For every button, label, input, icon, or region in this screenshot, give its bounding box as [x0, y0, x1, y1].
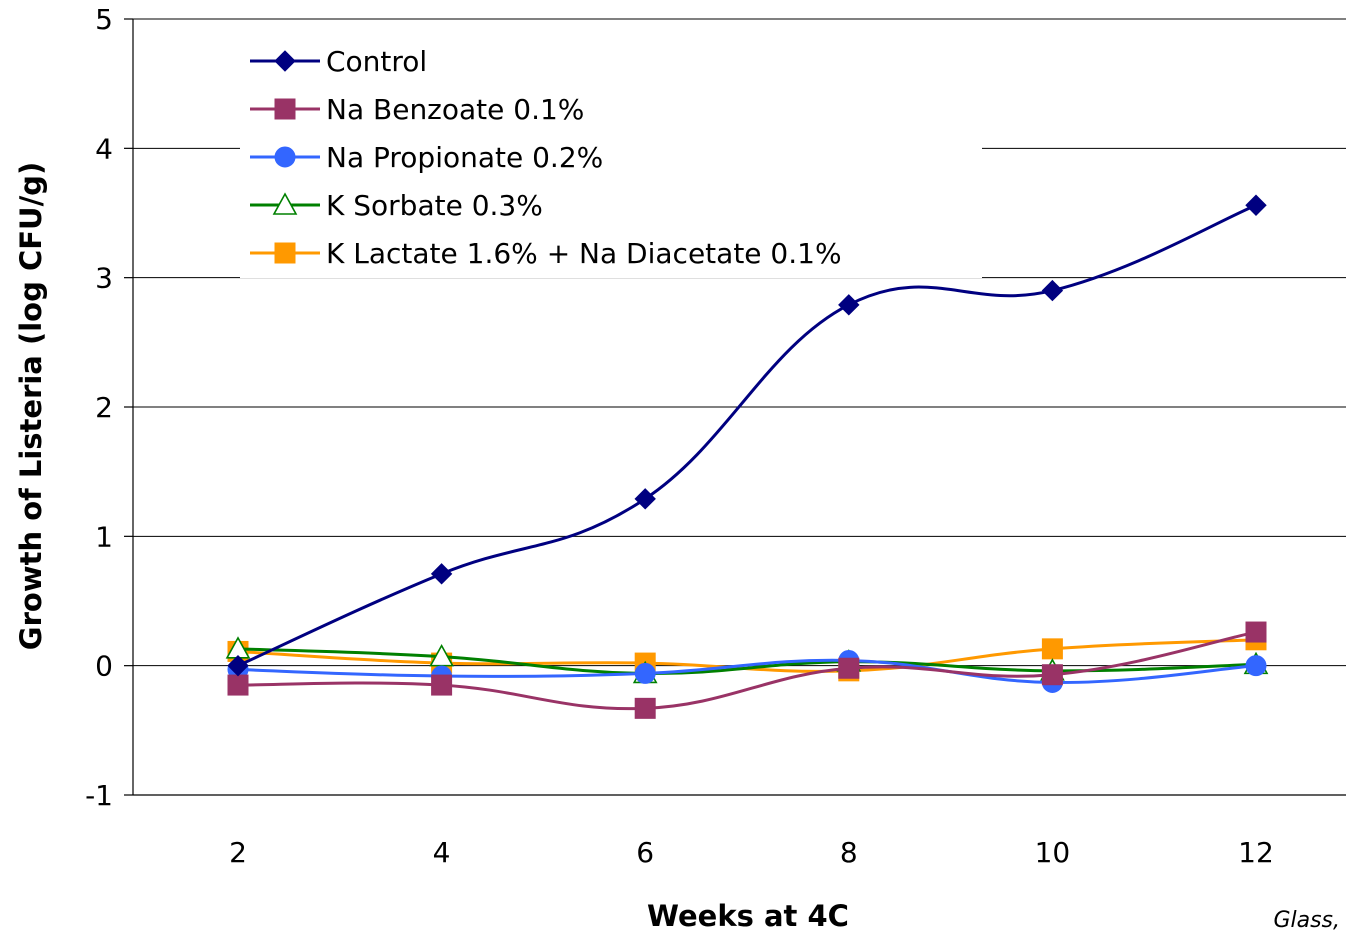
- data-point-control: [1041, 279, 1064, 302]
- data-point-control: [227, 654, 249, 677]
- legend-label: K Sorbate 0.3%: [326, 189, 543, 222]
- legend-marker: [274, 146, 296, 168]
- y-tick-labels: -1 0 1 2 3 4 5: [85, 3, 113, 812]
- y-axis-title: Growth of Listeria (log CFU/g): [14, 162, 48, 650]
- legend-label: K Lactate 1.6% + Na Diacetate 0.1%: [326, 237, 842, 270]
- legend: Control Na Benzoate 0.1% Na Propionate 0.2…: [240, 38, 982, 278]
- y-tick-label: 1: [95, 520, 113, 553]
- legend-entry-control: Control: [250, 45, 427, 78]
- series-k-lactate-1-6-na-diacetate-0-1: [227, 629, 1267, 682]
- legend-entry-k-lactate-1-6-na-diacetate-0-1: K Lactate 1.6% + Na Diacetate 0.1%: [250, 237, 842, 270]
- legend-marker: [274, 98, 296, 120]
- x-tick-labels: 2 4 6 8 10 12: [229, 836, 1274, 869]
- data-point-na-benzoate-0-1: [1245, 621, 1267, 643]
- x-tick-label: 12: [1238, 836, 1274, 869]
- x-tick-label: 8: [840, 836, 858, 869]
- legend-marker: [274, 242, 296, 264]
- legend-label: Na Benzoate 0.1%: [326, 93, 584, 126]
- data-point-na-benzoate-0-1: [838, 657, 860, 679]
- series-line-na-benzoate-0-1: [237, 630, 1257, 711]
- legend-background: [240, 38, 982, 278]
- data-point-control: [838, 294, 860, 316]
- data-point-na-propionate-0-2: [1245, 655, 1267, 677]
- legend-label: Na Propionate 0.2%: [326, 141, 603, 174]
- series-na-benzoate-0-1: [227, 621, 1267, 719]
- y-tick-label: 3: [95, 262, 113, 295]
- series-line-control: [237, 203, 1257, 668]
- data-point-na-propionate-0-2: [634, 662, 656, 684]
- data-point-control: [430, 563, 453, 585]
- x-axis-title: Weeks at 4C: [647, 899, 849, 932]
- x-tick-label: 2: [229, 836, 247, 869]
- axes: [132, 19, 1346, 796]
- data-point-control: [634, 488, 656, 510]
- y-tick-label: 4: [95, 132, 113, 165]
- data-point-na-benzoate-0-1: [227, 674, 249, 696]
- legend-entry-na-propionate-0-2: Na Propionate 0.2%: [250, 141, 603, 174]
- legend-marker: [272, 192, 298, 215]
- legend-marker: [274, 50, 296, 72]
- legend-entry-na-benzoate-0-1: Na Benzoate 0.1%: [250, 93, 584, 126]
- legend-entry-k-sorbate-0-3: K Sorbate 0.3%: [250, 189, 543, 222]
- y-tick-label: 0: [95, 650, 113, 683]
- data-point-na-benzoate-0-1: [431, 674, 453, 696]
- x-tick-label: 6: [636, 836, 654, 869]
- x-tick-label: 4: [433, 836, 451, 869]
- y-tick-label: -1: [85, 779, 113, 812]
- data-point-control: [1245, 194, 1267, 216]
- data-point-k-lactate-1-6-na-diacetate-0-1: [1041, 638, 1063, 660]
- legend-label: Control: [326, 45, 427, 78]
- series-control: [227, 194, 1267, 677]
- credit-text: Glass,: [1273, 908, 1340, 932]
- y-tick-label: 5: [95, 3, 113, 36]
- series-line-na-propionate-0-2: [237, 658, 1257, 684]
- x-tick-label: 10: [1035, 836, 1071, 869]
- y-tick-label: 2: [95, 391, 113, 424]
- series-lines: [225, 194, 1269, 719]
- data-point-na-benzoate-0-1: [1041, 664, 1063, 686]
- data-point-na-benzoate-0-1: [634, 697, 656, 719]
